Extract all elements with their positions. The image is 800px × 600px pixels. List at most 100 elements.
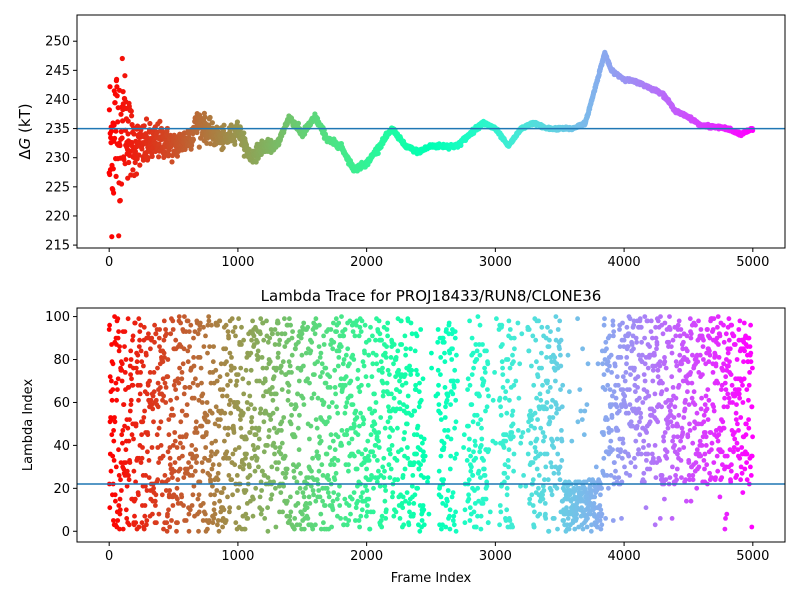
- lambda-point: [231, 430, 237, 435]
- lambda-point: [184, 432, 189, 438]
- lambda-point: [247, 430, 253, 435]
- lambda-point: [212, 492, 218, 498]
- lambda-point: [311, 492, 316, 498]
- lambda-point: [136, 344, 142, 349]
- lambda-point: [243, 367, 249, 373]
- lambda-point: [309, 468, 314, 474]
- lambda-point: [554, 485, 560, 491]
- lambda-point: [242, 526, 248, 532]
- lambda-point: [546, 528, 552, 534]
- lambda-point: [503, 389, 509, 395]
- lambda-point: [370, 509, 376, 515]
- lambda-point: [395, 425, 400, 431]
- lambda-point: [130, 382, 136, 388]
- lambda-point: [176, 314, 182, 319]
- lambda-point: [247, 464, 252, 470]
- lambda-point: [321, 333, 326, 339]
- lambda-point: [241, 337, 247, 343]
- lambda-point: [500, 372, 506, 377]
- lambda-point: [251, 333, 257, 339]
- lambda-point: [601, 372, 607, 377]
- lambda-point: [403, 380, 409, 386]
- lambda-point: [293, 404, 299, 410]
- lambda-point: [278, 363, 284, 369]
- lambda-point: [376, 445, 382, 450]
- lambda-point: [382, 498, 388, 504]
- lambda-point: [515, 320, 521, 326]
- lambda-point: [474, 348, 480, 354]
- lambda-point: [620, 387, 626, 392]
- lambda-point: [378, 359, 384, 365]
- dg-point: [107, 171, 113, 178]
- lambda-point: [411, 511, 416, 517]
- lambda-point: [165, 374, 171, 380]
- lambda-point: [448, 402, 453, 407]
- lambda-point: [232, 365, 237, 371]
- lambda-point: [216, 462, 222, 468]
- lambda-point: [352, 423, 357, 429]
- lambda-point: [535, 417, 540, 422]
- dg-point: [133, 171, 140, 177]
- lambda-point: [532, 410, 538, 416]
- lambda-point: [436, 402, 442, 407]
- lambda-point: [405, 393, 411, 399]
- lambda-point: [226, 455, 232, 461]
- lambda-point: [525, 428, 531, 433]
- lambda-point: [153, 331, 159, 337]
- lambda-point: [116, 447, 121, 453]
- lambda-point: [131, 436, 136, 442]
- lambda-point: [526, 327, 532, 332]
- lambda-point: [178, 419, 184, 425]
- lambda-point: [215, 470, 221, 476]
- lambda-point: [405, 445, 410, 450]
- lambda-point: [179, 376, 185, 382]
- lambda-point: [421, 449, 426, 455]
- lambda-point: [542, 501, 548, 506]
- lambda-point: [206, 458, 212, 463]
- lambda-point: [485, 361, 491, 367]
- lambda-point: [450, 490, 456, 495]
- lambda-point: [255, 445, 261, 450]
- lambda-point: [226, 473, 232, 478]
- lambda-point: [366, 352, 372, 358]
- lambda-point: [416, 466, 422, 472]
- lambda-point: [346, 518, 352, 523]
- dg-point: [106, 107, 112, 113]
- lambda-point: [580, 526, 586, 532]
- lambda-point: [346, 440, 352, 446]
- lambda-point: [558, 363, 564, 369]
- lambda-point: [579, 417, 585, 422]
- lambda-point: [638, 324, 644, 330]
- lambda-point: [528, 408, 533, 414]
- lambda-point: [382, 468, 387, 474]
- lambda-point: [538, 425, 544, 431]
- lambda-point: [454, 352, 459, 358]
- lambda-point: [256, 436, 262, 442]
- lambda-point: [273, 524, 279, 530]
- lambda-point: [336, 320, 342, 326]
- lambda-point: [326, 404, 332, 410]
- lambda-point: [258, 406, 264, 412]
- lambda-point: [412, 408, 418, 414]
- lambda-point: [267, 359, 273, 365]
- lambda-point: [301, 402, 307, 407]
- lambda-point: [416, 404, 422, 410]
- lambda-point: [450, 518, 456, 523]
- lambda-point: [473, 443, 478, 448]
- lambda-point: [540, 430, 546, 435]
- lambda-point: [307, 380, 312, 386]
- lambda-point: [607, 363, 612, 369]
- lambda-point: [282, 316, 287, 322]
- lambda-point: [349, 436, 355, 442]
- lambda-point: [307, 436, 312, 442]
- lambda-point: [373, 352, 379, 358]
- lambda-point: [282, 344, 288, 349]
- lambda-point: [124, 516, 130, 521]
- lambda-point: [475, 485, 481, 491]
- lambda-point: [399, 342, 405, 347]
- lambda-point: [314, 477, 320, 483]
- lambda-point: [414, 451, 419, 457]
- lambda-point: [599, 511, 605, 517]
- lambda-point: [162, 380, 168, 386]
- lambda-point: [276, 342, 282, 347]
